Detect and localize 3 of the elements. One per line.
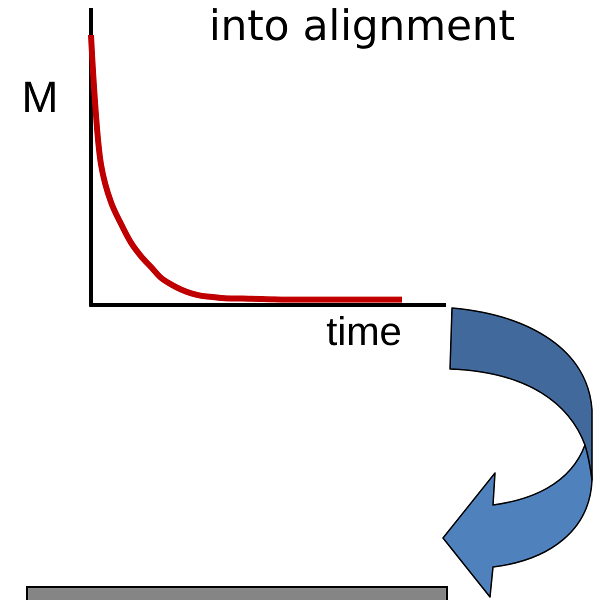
x-axis-title: time [326, 310, 402, 354]
y-axis-title: M [22, 73, 58, 122]
chart-title: into alignment [209, 1, 515, 50]
